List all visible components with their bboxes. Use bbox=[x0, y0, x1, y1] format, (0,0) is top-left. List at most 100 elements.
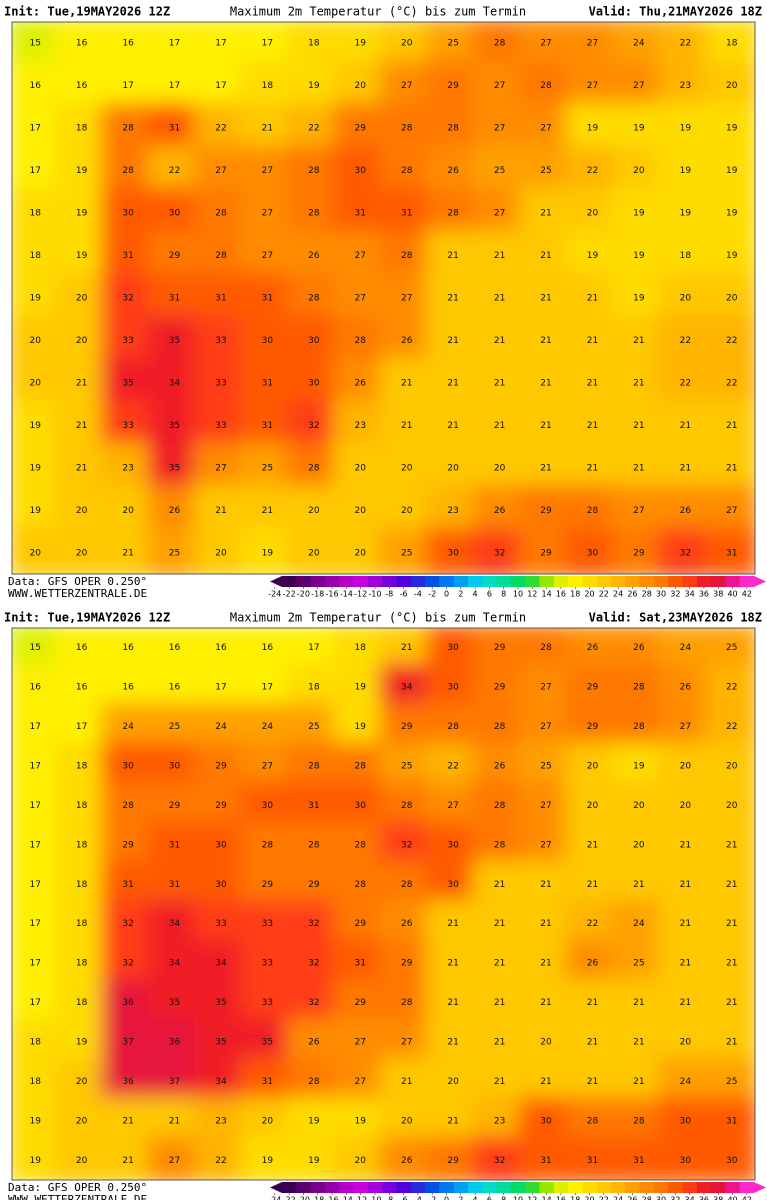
colorbar-label: 20 bbox=[584, 590, 594, 599]
temperature-value: 30 bbox=[169, 762, 181, 772]
map-border bbox=[11, 627, 756, 1181]
temperature-value: 26 bbox=[680, 683, 692, 693]
temperature-value: 28 bbox=[494, 840, 506, 850]
temperature-value: 26 bbox=[494, 762, 506, 772]
temperature-value: 33 bbox=[262, 998, 273, 1008]
temperature-cell bbox=[147, 145, 202, 196]
temperature-value: 21 bbox=[633, 880, 644, 890]
temperature-cell bbox=[658, 315, 713, 366]
temperature-value: 25 bbox=[169, 548, 180, 558]
colorbar-label: 24 bbox=[613, 590, 623, 599]
temperature-cell bbox=[147, 1136, 202, 1180]
temperature-value: 34 bbox=[215, 1077, 227, 1087]
temperature-value: 17 bbox=[215, 81, 226, 91]
temperature-value: 33 bbox=[215, 919, 226, 929]
colorbar-label: 10 bbox=[513, 590, 523, 599]
temperature-cell bbox=[472, 187, 527, 239]
temperature-cell bbox=[472, 272, 527, 324]
temperature-value: 20 bbox=[401, 506, 413, 516]
temperature-value: 17 bbox=[169, 39, 180, 49]
temperature-value: 29 bbox=[169, 801, 181, 811]
colorbar-label: 28 bbox=[642, 590, 652, 599]
temperature-value: 20 bbox=[447, 463, 459, 473]
temperature-value: 17 bbox=[29, 840, 40, 850]
colorbar-swatch bbox=[467, 576, 483, 587]
temperature-cell bbox=[12, 60, 63, 111]
colorbar-label: 4 bbox=[473, 1196, 478, 1200]
temperature-value: 17 bbox=[169, 81, 180, 91]
temperature-value: 19 bbox=[355, 683, 367, 693]
temperature-value: 24 bbox=[680, 643, 692, 653]
temperature-cell bbox=[425, 1136, 481, 1180]
temperature-value: 32 bbox=[401, 840, 412, 850]
colorbar-label: 24 bbox=[613, 1196, 623, 1200]
temperature-value: 27 bbox=[215, 463, 226, 473]
temperature-cell bbox=[565, 187, 620, 239]
temperature-value: 31 bbox=[540, 1156, 551, 1166]
temperature-cell bbox=[425, 442, 481, 494]
temperature-cell bbox=[286, 442, 342, 494]
colorbar-swatch bbox=[639, 576, 655, 587]
temperature-value: 20 bbox=[401, 1116, 413, 1126]
temperature-cell bbox=[658, 60, 713, 111]
temperature-value: 20 bbox=[355, 81, 367, 91]
temperature-value: 19 bbox=[308, 1156, 320, 1166]
temperature-value: 23 bbox=[215, 1116, 226, 1126]
temperature-value: 35 bbox=[169, 336, 180, 346]
temperature-value: 26 bbox=[401, 1156, 413, 1166]
temperature-cell bbox=[286, 357, 342, 409]
colorbar-swatch bbox=[425, 1182, 440, 1193]
temperature-value: 18 bbox=[76, 959, 88, 969]
temperature-value: 35 bbox=[262, 1038, 273, 1048]
temperature-value: 25 bbox=[447, 39, 458, 49]
temperature-value: 23 bbox=[447, 506, 458, 516]
temperature-value: 30 bbox=[262, 336, 274, 346]
temperature-value: 22 bbox=[215, 124, 226, 134]
temperature-value: 21 bbox=[540, 998, 551, 1008]
temperature-value: 18 bbox=[76, 840, 88, 850]
map-area: 15 16 16 16 16 16 17 18 21 30 29 28 26 26 24 25 16 16 16 16… bbox=[12, 628, 755, 1180]
colorbar-swatch bbox=[525, 576, 540, 587]
temperature-value: 20 bbox=[76, 1077, 88, 1087]
colorbar-label: -6 bbox=[400, 1196, 408, 1200]
temperature-value: 22 bbox=[308, 124, 319, 134]
temperature-value: 26 bbox=[401, 336, 413, 346]
temperature-value: 17 bbox=[262, 683, 273, 693]
temperature-value: 16 bbox=[169, 683, 181, 693]
temperature-value: 19 bbox=[726, 209, 738, 219]
colorbar-swatch bbox=[439, 1182, 455, 1193]
temperature-value: 28 bbox=[308, 209, 320, 219]
temperature-cell bbox=[425, 187, 481, 239]
temperature-value: 18 bbox=[726, 39, 738, 49]
temperature-value: 23 bbox=[494, 1116, 505, 1126]
temperature-cell bbox=[658, 102, 713, 154]
temperature-cell bbox=[100, 272, 156, 324]
temperature-value: 30 bbox=[355, 166, 367, 176]
temperature-value: 28 bbox=[355, 880, 367, 890]
temperature-cell bbox=[565, 315, 620, 366]
temperature-cell bbox=[286, 60, 342, 111]
temperature-value: 28 bbox=[308, 762, 320, 772]
temperature-value: 17 bbox=[122, 81, 133, 91]
temperature-cell bbox=[379, 1136, 434, 1180]
temperature-value: 27 bbox=[540, 124, 551, 134]
temperature-cell bbox=[518, 102, 574, 154]
colorbar-label: -2 bbox=[428, 590, 436, 599]
temperature-value: 21 bbox=[633, 378, 644, 388]
temperature-value: 27 bbox=[262, 762, 273, 772]
temperature-cell bbox=[333, 60, 388, 111]
temperature-value: 21 bbox=[680, 880, 691, 890]
temperature-value: 16 bbox=[76, 643, 88, 653]
temperature-cell bbox=[472, 145, 527, 196]
temperature-value: 22 bbox=[726, 336, 737, 346]
temperature-cell bbox=[611, 357, 667, 409]
temperature-value: 23 bbox=[122, 463, 133, 473]
temperature-cell bbox=[333, 527, 388, 574]
temperature-value: 20 bbox=[587, 762, 599, 772]
temperature-cell bbox=[193, 315, 249, 366]
temperature-value: 22 bbox=[680, 39, 691, 49]
temperature-cell bbox=[240, 272, 295, 324]
temperature-value: 22 bbox=[169, 166, 180, 176]
temperature-cell bbox=[12, 442, 63, 494]
temperature-cell bbox=[100, 102, 156, 154]
